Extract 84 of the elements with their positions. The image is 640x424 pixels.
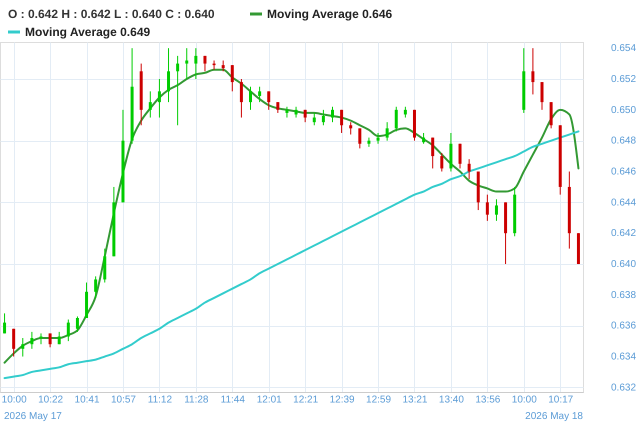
y-tick-label: 0.638 bbox=[611, 290, 636, 301]
y-tick-label: 0.640 bbox=[611, 259, 636, 270]
candlestick bbox=[12, 328, 16, 358]
x-tick-label: 10:17 bbox=[548, 394, 574, 406]
x-tick-label: 10:41 bbox=[74, 394, 100, 406]
x-tick-label: 13:21 bbox=[402, 394, 428, 406]
x-tick-label: 12:21 bbox=[293, 394, 319, 406]
x-tick-label: 10:00 bbox=[512, 394, 538, 406]
chart-title: O : 0.642 H : 0.642 L : 0.640 C : 0.640 bbox=[8, 7, 215, 21]
candlestick bbox=[540, 82, 544, 110]
candlestick bbox=[94, 276, 98, 298]
candlestick bbox=[30, 331, 34, 350]
candlestick bbox=[76, 316, 79, 332]
line-series bbox=[4, 130, 580, 380]
y-tick-label: 0.654 bbox=[611, 43, 636, 54]
y-tick-label: 0.642 bbox=[611, 228, 636, 240]
y-tick-label: 0.636 bbox=[611, 320, 636, 332]
candlestick bbox=[404, 106, 407, 118]
candlestick bbox=[468, 158, 471, 180]
x-tick-label: 11:12 bbox=[148, 394, 172, 406]
candlestick bbox=[258, 86, 262, 103]
candlestick bbox=[494, 198, 498, 222]
candlestick bbox=[176, 55, 180, 126]
candlestick bbox=[431, 137, 434, 169]
text: 2026 May 17 bbox=[4, 411, 62, 422]
candlestick bbox=[21, 338, 24, 358]
candlestick bbox=[194, 48, 198, 80]
candlestick bbox=[322, 109, 325, 126]
x-tick-label: 10:57 bbox=[110, 394, 136, 406]
candlestick bbox=[349, 122, 352, 136]
candlestick bbox=[230, 64, 234, 92]
candlestick bbox=[486, 194, 489, 222]
candlestick bbox=[185, 48, 188, 80]
candlestick bbox=[340, 109, 344, 134]
candlestick bbox=[267, 90, 270, 110]
y-tick-label: 0.652 bbox=[611, 74, 636, 86]
candlestick bbox=[158, 78, 161, 118]
candlestick bbox=[550, 102, 553, 129]
candlestick bbox=[212, 60, 216, 70]
candlestick bbox=[531, 48, 534, 95]
candlestick bbox=[386, 122, 389, 142]
candlestick bbox=[39, 332, 42, 345]
candlestick bbox=[3, 312, 6, 334]
y-tick-label: 0.634 bbox=[611, 352, 636, 363]
text: 2026 May 18 bbox=[525, 411, 584, 422]
x-tick-label: 12:01 bbox=[256, 394, 282, 406]
x-tick-label: 10:00 bbox=[2, 394, 28, 406]
x-tick-label: 10:22 bbox=[38, 394, 64, 406]
candlestick bbox=[276, 102, 280, 114]
candlestick bbox=[103, 248, 106, 284]
candlestick bbox=[312, 112, 316, 126]
candlestick bbox=[203, 55, 206, 72]
candlestick bbox=[422, 132, 426, 144]
candlestick bbox=[376, 132, 380, 144]
x-tick-label: 13:40 bbox=[438, 394, 464, 406]
candlestick bbox=[330, 106, 334, 123]
candlestick bbox=[440, 152, 444, 172]
y-tick-label: 0.648 bbox=[611, 136, 636, 147]
candlestick bbox=[358, 128, 362, 149]
x-tick-label: 13:56 bbox=[475, 394, 501, 406]
candlestick bbox=[48, 332, 52, 348]
candlestick bbox=[458, 143, 462, 169]
x-tick-label: 12:39 bbox=[330, 394, 356, 406]
candlestick bbox=[167, 48, 170, 103]
legend-label: Moving Average 0.646 bbox=[267, 7, 392, 21]
candlestick bbox=[240, 78, 243, 118]
y-tick-label: 0.644 bbox=[611, 197, 636, 208]
candlestick bbox=[285, 106, 288, 118]
x-tick-label: 12:59 bbox=[366, 394, 392, 406]
y-tick-label: 0.646 bbox=[611, 166, 636, 178]
y-tick-label: 0.632 bbox=[611, 382, 636, 394]
candlestick bbox=[58, 331, 61, 345]
candlestick bbox=[148, 90, 152, 118]
y-tick-label: 0.650 bbox=[611, 104, 636, 116]
legend-label: Moving Average 0.649 bbox=[25, 25, 150, 39]
x-tick-label: 11:44 bbox=[220, 394, 246, 406]
candlestick bbox=[66, 319, 70, 342]
x-tick-label: 11:28 bbox=[184, 394, 209, 406]
candlestick bbox=[249, 86, 252, 110]
candlestick bbox=[294, 106, 298, 118]
candlestick bbox=[222, 60, 225, 72]
candlestick bbox=[367, 137, 370, 148]
candlestick bbox=[394, 106, 398, 132]
candlestick bbox=[304, 109, 307, 123]
